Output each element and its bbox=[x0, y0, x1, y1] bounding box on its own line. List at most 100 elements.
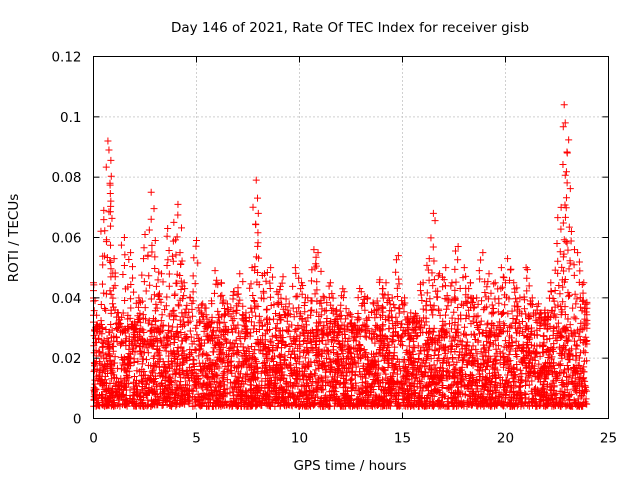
data-point bbox=[411, 396, 419, 404]
data-point bbox=[513, 298, 521, 306]
data-point bbox=[292, 293, 300, 301]
data-point bbox=[265, 316, 273, 324]
data-point bbox=[298, 290, 306, 298]
data-point bbox=[90, 349, 98, 357]
data-point bbox=[502, 377, 510, 385]
data-point bbox=[506, 322, 514, 330]
data-point bbox=[455, 351, 463, 359]
data-point bbox=[375, 401, 383, 409]
data-point bbox=[350, 322, 358, 330]
data-point bbox=[294, 382, 302, 390]
data-point bbox=[580, 347, 588, 355]
data-point bbox=[359, 400, 367, 408]
data-point bbox=[483, 321, 491, 329]
data-point bbox=[492, 326, 500, 334]
data-point bbox=[139, 355, 147, 363]
data-point bbox=[384, 291, 392, 299]
data-point bbox=[430, 352, 438, 360]
data-point bbox=[495, 389, 503, 397]
data-point bbox=[150, 361, 158, 369]
data-point bbox=[579, 338, 587, 346]
data-point bbox=[518, 310, 526, 318]
data-point bbox=[234, 402, 242, 410]
data-point bbox=[422, 314, 430, 322]
data-point bbox=[150, 205, 158, 213]
data-point bbox=[128, 336, 136, 344]
data-point bbox=[311, 372, 319, 380]
data-point bbox=[213, 276, 221, 284]
data-point bbox=[157, 369, 165, 377]
data-point bbox=[141, 304, 149, 312]
data-point bbox=[577, 319, 585, 327]
data-point bbox=[411, 358, 419, 366]
data-point bbox=[236, 386, 244, 394]
data-point bbox=[440, 328, 448, 336]
data-point bbox=[134, 303, 142, 311]
data-point bbox=[250, 369, 258, 377]
data-point bbox=[366, 391, 374, 399]
data-point bbox=[427, 306, 435, 314]
data-point bbox=[485, 346, 493, 354]
data-point bbox=[575, 354, 583, 362]
data-point bbox=[431, 337, 439, 345]
data-point bbox=[155, 351, 163, 359]
data-point bbox=[580, 368, 588, 376]
data-point bbox=[373, 334, 381, 342]
data-point bbox=[357, 346, 365, 354]
data-point bbox=[431, 340, 439, 348]
data-point bbox=[314, 350, 322, 358]
data-point bbox=[404, 314, 412, 322]
data-point bbox=[573, 295, 581, 303]
data-point bbox=[523, 322, 531, 330]
data-point bbox=[247, 386, 255, 394]
data-point bbox=[521, 359, 529, 367]
data-point bbox=[442, 311, 450, 319]
data-point bbox=[247, 400, 255, 408]
data-point bbox=[434, 272, 442, 280]
data-point bbox=[573, 342, 581, 350]
data-point bbox=[238, 327, 246, 335]
data-point bbox=[503, 401, 511, 409]
data-point bbox=[404, 368, 412, 376]
data-point bbox=[579, 401, 587, 409]
data-point bbox=[567, 237, 575, 245]
data-point bbox=[266, 366, 274, 374]
data-point bbox=[204, 364, 212, 372]
data-point bbox=[553, 323, 561, 331]
data-point bbox=[572, 315, 580, 323]
data-point bbox=[547, 279, 555, 287]
data-point bbox=[146, 281, 154, 289]
data-point bbox=[301, 354, 309, 362]
data-point bbox=[95, 335, 103, 343]
data-point bbox=[100, 206, 108, 214]
data-point bbox=[543, 346, 551, 354]
data-point bbox=[429, 282, 437, 290]
data-point bbox=[178, 352, 186, 360]
data-point bbox=[563, 372, 571, 380]
data-point bbox=[279, 397, 287, 405]
data-point bbox=[147, 215, 155, 223]
data-point bbox=[292, 325, 300, 333]
data-point bbox=[370, 300, 378, 308]
data-point bbox=[537, 400, 545, 408]
data-point bbox=[569, 304, 577, 312]
data-point bbox=[292, 379, 300, 387]
data-point bbox=[98, 343, 106, 351]
data-point bbox=[378, 322, 386, 330]
data-point bbox=[251, 346, 259, 354]
data-point bbox=[536, 378, 544, 386]
data-point bbox=[446, 320, 454, 328]
data-point bbox=[111, 269, 119, 277]
data-point bbox=[257, 346, 265, 354]
data-point bbox=[459, 376, 467, 384]
data-point bbox=[228, 402, 236, 410]
data-point bbox=[532, 401, 540, 409]
data-point bbox=[118, 401, 126, 409]
data-point bbox=[102, 386, 110, 394]
data-point bbox=[177, 378, 185, 386]
data-point bbox=[472, 313, 480, 321]
data-point bbox=[282, 379, 290, 387]
data-point bbox=[485, 270, 493, 278]
data-point bbox=[526, 312, 534, 320]
data-point bbox=[224, 352, 232, 360]
